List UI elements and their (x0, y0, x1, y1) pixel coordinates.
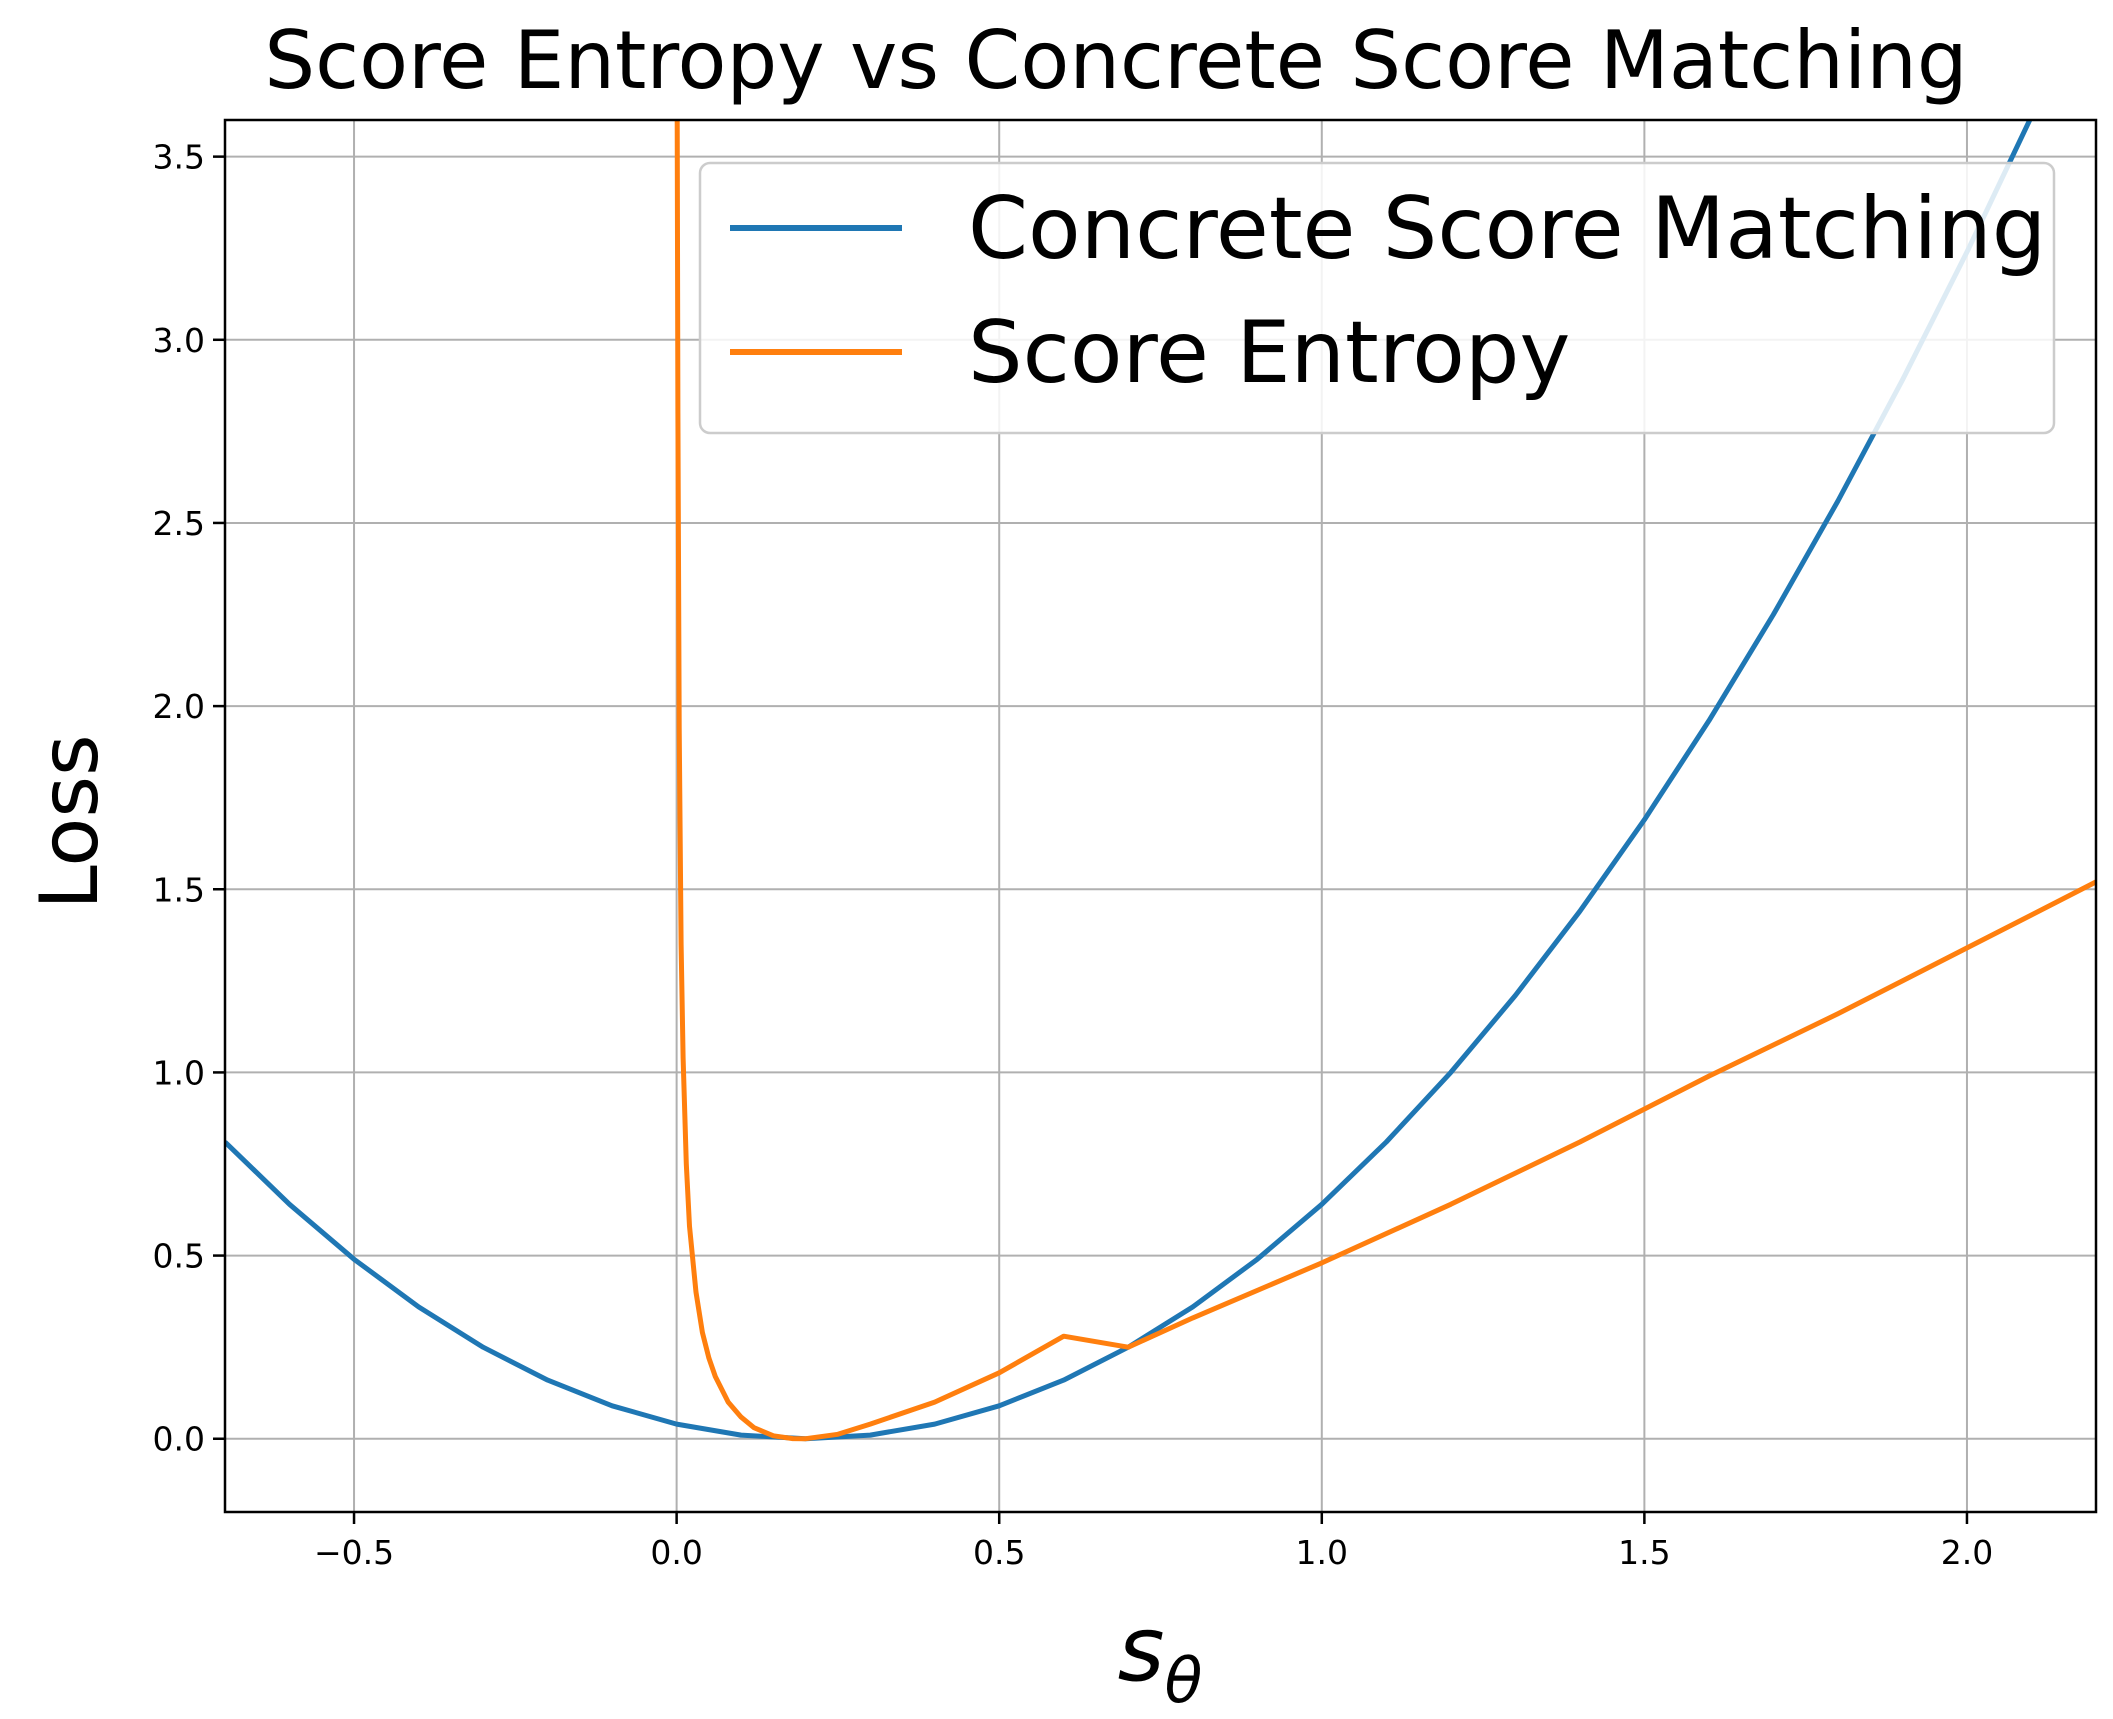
legend-label: Score Entropy (968, 303, 1570, 403)
chart-title: Score Entropy vs Concrete Score Matching (264, 14, 1967, 107)
y-tick-label: 2.5 (153, 504, 205, 543)
x-tick-label: 0.0 (650, 1533, 702, 1572)
x-tick-label: 0.5 (973, 1533, 1025, 1572)
y-tick-label: 1.5 (153, 870, 205, 909)
plot-frame (223, 118, 2098, 1514)
x-axis-ticks: −0.5 0.0 0.5 1.0 1.5 2.0 (314, 1512, 1993, 1572)
x-axis-label-subscript: θ (1164, 1644, 1202, 1717)
x-tick-label: 1.0 (1296, 1533, 1348, 1572)
legend-box (698, 161, 2056, 435)
x-tick-label: 2.0 (1941, 1533, 1993, 1572)
y-tick-label: 3.0 (153, 321, 205, 360)
series-group (225, 120, 2096, 1442)
x-axis-label-main: s (1118, 1597, 1165, 1702)
x-axis-label: sθ (1118, 1597, 1203, 1717)
y-tick-label: 0.0 (153, 1420, 205, 1459)
y-axis-ticks: 0.0 0.5 1.0 1.5 2.0 2.5 3.0 3.5 (153, 138, 225, 1459)
y-tick-label: 2.0 (153, 687, 205, 726)
y-axis-label: Loss (23, 734, 116, 909)
series-line-score-entropy (674, 120, 2096, 1442)
y-tick-label: 3.5 (153, 138, 205, 177)
legend-label: Concrete Score Matching (968, 179, 2046, 279)
x-tick-label: 1.5 (1618, 1533, 1670, 1572)
legend: Concrete Score Matching Score Entropy (698, 161, 2056, 435)
y-tick-label: 1.0 (153, 1053, 205, 1092)
x-tick-label: −0.5 (314, 1533, 394, 1572)
y-tick-label: 0.5 (153, 1237, 205, 1276)
